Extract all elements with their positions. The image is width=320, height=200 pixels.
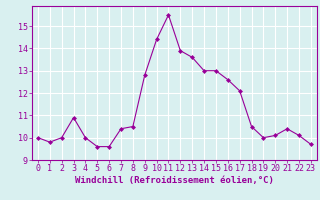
X-axis label: Windchill (Refroidissement éolien,°C): Windchill (Refroidissement éolien,°C): [75, 176, 274, 185]
